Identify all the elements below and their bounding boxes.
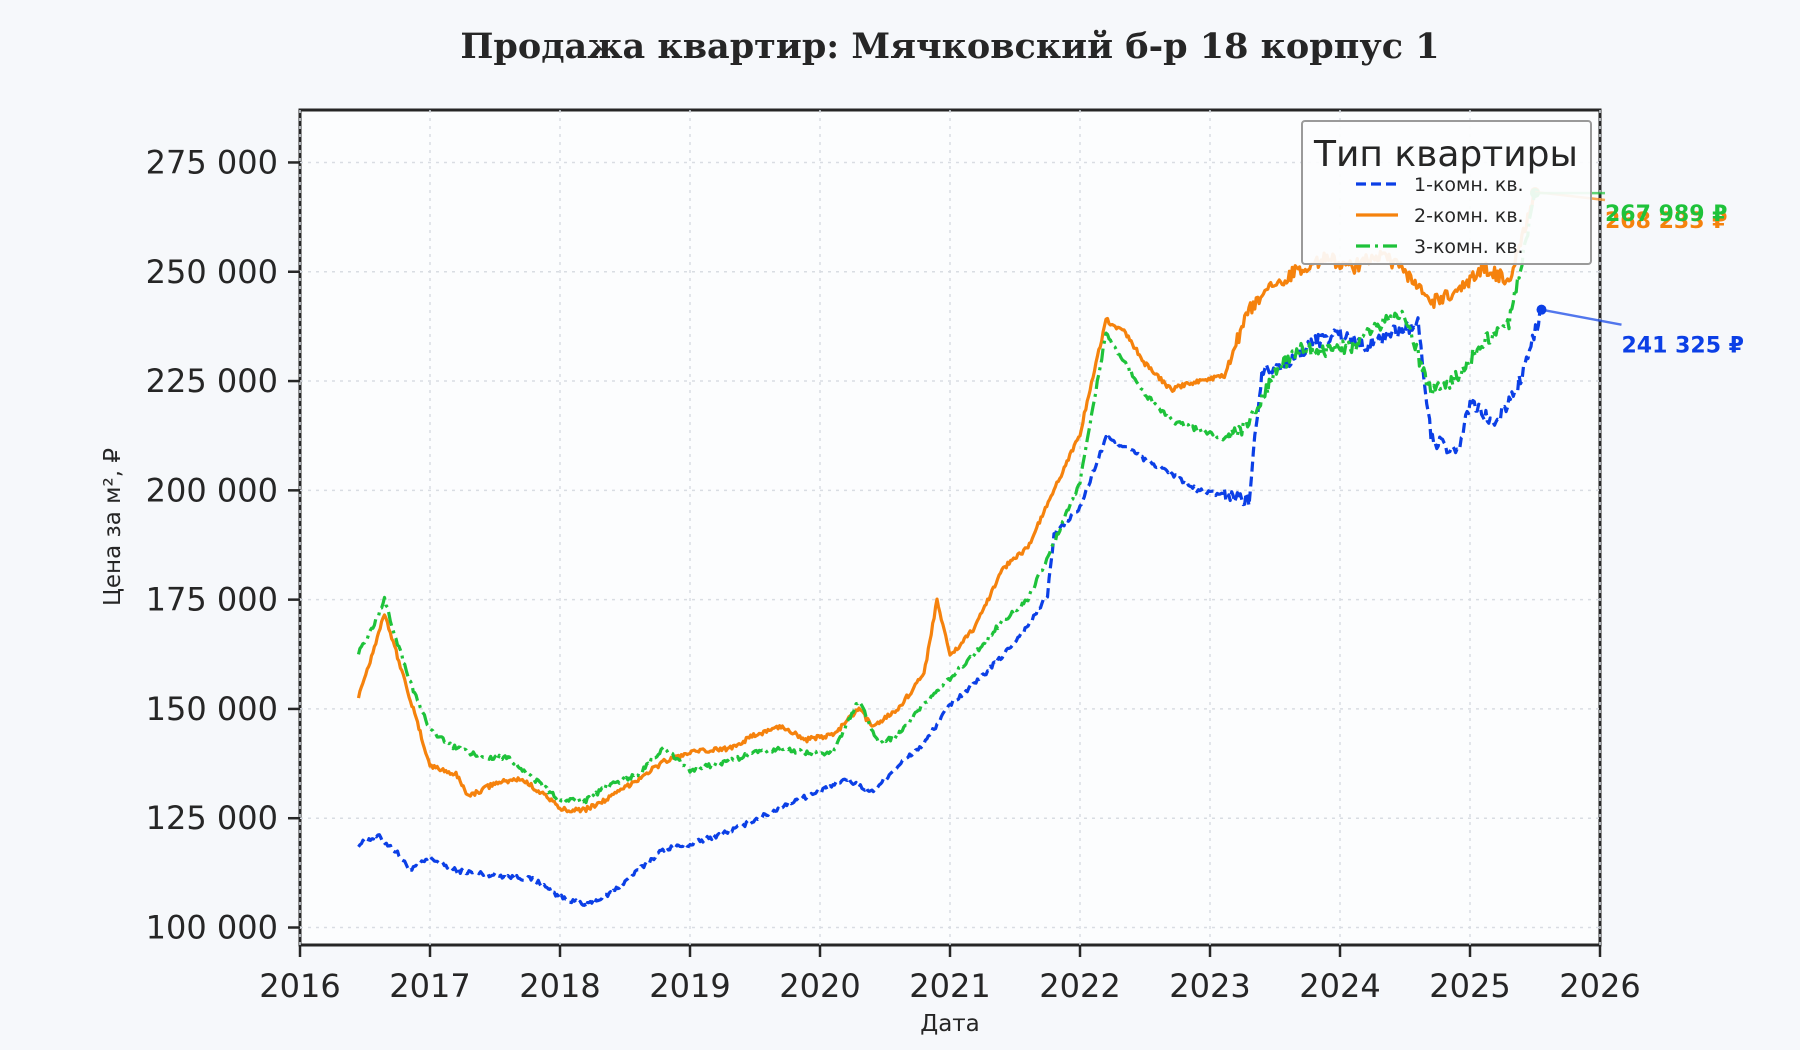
legend-label-3: 3-комн. кв. xyxy=(1414,236,1524,258)
y-tick-label: 175 000 xyxy=(146,581,278,619)
x-tick-label: 2022 xyxy=(1039,967,1120,1005)
x-tick-label: 2019 xyxy=(649,967,730,1005)
x-tick-label: 2025 xyxy=(1429,967,1510,1005)
grid-lines xyxy=(299,110,1601,945)
axis-ticks: 100 000 125 000 150 000 175 000 200 000 225 0… xyxy=(146,143,1641,1005)
end-label-arrow-1 xyxy=(1541,308,1622,326)
x-tick-label: 2021 xyxy=(909,967,990,1005)
x-tick-label: 2018 xyxy=(519,967,600,1005)
y-tick-label: 200 000 xyxy=(146,471,278,509)
y-tick-label: 250 000 xyxy=(146,253,278,291)
y-tick-label: 150 000 xyxy=(146,690,278,728)
end-label-1: 241 325 ₽ xyxy=(1622,334,1744,359)
x-tick-label: 2017 xyxy=(389,967,470,1005)
y-tick-label: 275 000 xyxy=(146,143,278,181)
x-tick-label: 2026 xyxy=(1559,967,1640,1005)
y-tick-label: 100 000 xyxy=(146,909,278,947)
x-axis-label: Дата xyxy=(920,1011,980,1037)
x-tick-label: 2016 xyxy=(259,967,340,1005)
x-tick-label: 2023 xyxy=(1169,967,1250,1005)
legend-label-2: 2-комн. кв. xyxy=(1414,205,1524,227)
chart-title: Продажа квартир: Мячковский б-р 18 корпу… xyxy=(460,26,1439,67)
y-tick-label: 125 000 xyxy=(146,799,278,837)
legend-label-1: 1-комн. кв. xyxy=(1414,174,1524,196)
x-tick-label: 2020 xyxy=(779,967,860,1005)
legend-title: Тип квартиры xyxy=(1313,134,1578,175)
legend-box xyxy=(1301,120,1592,265)
end-label-3: 267 989 ₽ xyxy=(1605,202,1727,227)
series-line-1 xyxy=(357,307,1542,910)
legend: Тип квартиры 1-комн. кв. 2-комн. кв. 3-ком… xyxy=(1301,120,1592,265)
end-labels: 241 325 ₽ 268 233 ₽267 989 ₽ xyxy=(1534,190,1744,359)
y-axis-label: Цена за м², ₽ xyxy=(100,448,126,606)
y-tick-label: 225 000 xyxy=(146,362,278,400)
series-line-3 xyxy=(356,192,1537,805)
end-label-2: 268 233 ₽ xyxy=(1605,209,1727,234)
x-tick-label: 2024 xyxy=(1299,967,1380,1005)
